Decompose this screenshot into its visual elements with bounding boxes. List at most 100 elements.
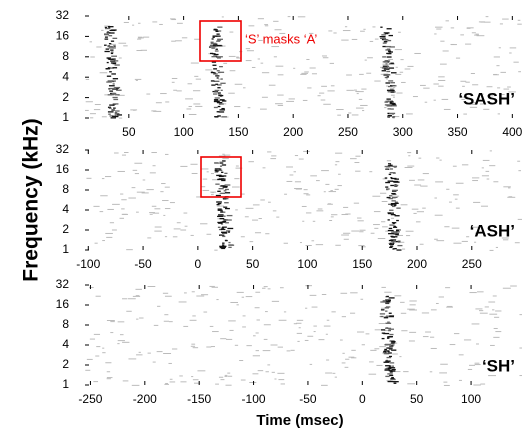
streak [221,171,224,173]
streak [211,38,214,40]
streak [389,209,394,211]
noise [486,178,490,180]
x-tick-label: 50 [122,125,136,139]
streak [216,44,222,47]
noise [132,295,141,297]
noise [422,207,426,209]
noise [236,57,242,59]
noise [323,103,331,105]
x-tick-label: 100 [174,125,194,139]
noise [370,349,377,351]
streak [228,244,234,246]
streak [217,226,221,228]
noise [256,319,260,321]
streak [383,39,389,41]
noise [192,347,199,349]
streak [397,244,403,247]
noise [194,75,199,77]
noise [377,238,386,240]
noise [466,27,471,29]
noise [218,78,223,80]
streak [390,100,394,102]
noise [478,21,486,23]
streak [215,75,220,77]
streak [386,104,392,107]
noise [160,191,164,193]
streak [386,188,389,191]
noise [303,189,308,191]
noise [263,286,268,288]
noise [258,218,262,220]
noise [234,83,243,85]
noise [507,196,516,198]
streak [386,295,389,298]
noise [245,60,252,62]
noise [275,65,284,67]
noise [436,240,445,242]
noise [289,174,294,176]
noise [419,243,424,245]
streak [396,229,399,232]
streak [113,107,116,109]
streak [112,96,118,99]
noise [284,193,288,195]
streak [217,87,221,89]
noise [104,25,111,27]
noise [517,218,522,220]
noise [401,248,406,250]
noise [225,384,232,386]
noise [121,154,127,156]
streak [388,297,395,299]
noise [519,347,522,349]
noise [302,220,305,222]
noise [295,188,302,190]
streak [385,365,391,367]
streak [109,90,114,92]
noise [221,16,224,18]
streak [385,181,391,184]
noise [104,94,109,96]
noise [472,180,479,182]
streak [393,204,397,206]
streak [109,87,116,90]
noise [351,38,358,40]
streak [210,44,215,46]
streak [381,337,385,340]
noise [96,346,101,348]
streak [107,106,112,108]
noise [326,319,330,321]
noise [328,191,337,193]
streak [228,241,231,244]
streak [112,83,115,85]
noise [409,300,417,302]
noise [287,16,291,18]
noise [236,304,239,306]
noise [390,94,395,96]
noise [110,332,114,334]
streak [219,99,222,101]
noise [321,384,328,386]
streak [218,168,222,170]
noise [252,219,259,221]
streak [391,192,396,195]
noise [441,98,449,100]
noise [438,79,446,81]
noise [493,327,498,329]
noise [503,186,511,188]
noise [286,180,293,182]
noise [413,212,417,214]
noise [350,292,358,294]
noise [280,383,286,385]
streak [217,208,222,210]
streak [385,302,389,304]
noise [353,89,357,91]
streak [390,91,395,93]
noise [255,291,261,293]
noise [122,341,130,343]
x-tick-label: -200 [133,392,157,406]
noise [321,55,327,57]
streak [391,85,397,87]
noise [249,241,254,243]
noise [469,103,478,105]
noise [270,344,278,346]
